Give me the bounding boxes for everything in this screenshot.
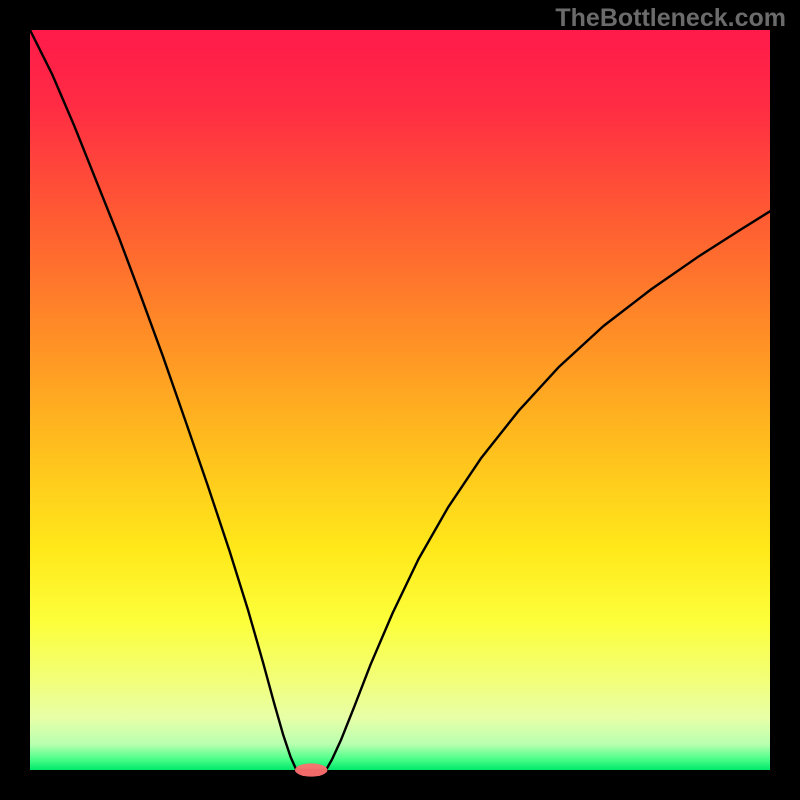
plot-area (30, 30, 770, 770)
chart-container: TheBottleneck.com (0, 0, 800, 800)
watermark-text: TheBottleneck.com (555, 4, 786, 33)
optimum-marker (295, 763, 328, 776)
chart-svg (0, 0, 800, 800)
